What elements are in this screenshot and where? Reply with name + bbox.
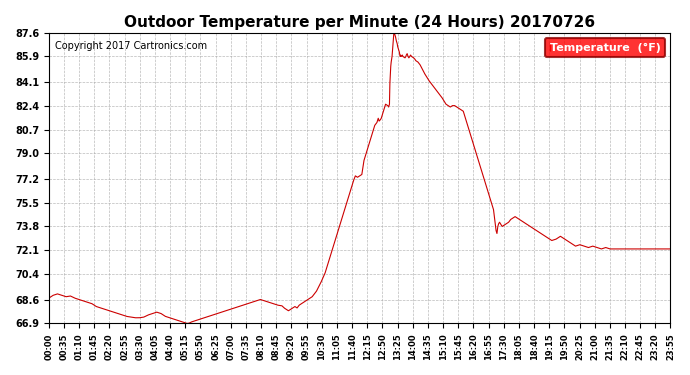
Legend: Temperature  (°F): Temperature (°F) (545, 38, 665, 57)
Text: Copyright 2017 Cartronics.com: Copyright 2017 Cartronics.com (55, 41, 207, 51)
Title: Outdoor Temperature per Minute (24 Hours) 20170726: Outdoor Temperature per Minute (24 Hours… (124, 15, 595, 30)
